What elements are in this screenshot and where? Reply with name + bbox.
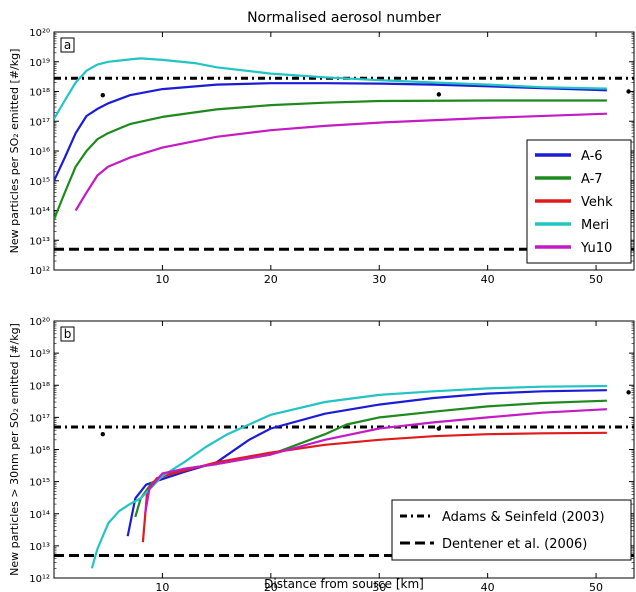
y-tick-label: 10²⁰	[29, 317, 50, 328]
legend-label: Meri	[581, 218, 609, 233]
x-tick-label: 30	[372, 581, 386, 592]
y-tick-label: 10¹⁸	[29, 381, 50, 392]
data-point-marker	[626, 89, 631, 94]
reference-legend: Adams & Seinfeld (2003) Dentener et al. (…	[391, 499, 632, 561]
legend: A-6 A-7 Vehk Meri Yu10	[526, 139, 632, 264]
x-tick-label: 20	[264, 581, 278, 592]
data-point-marker	[100, 431, 105, 437]
y-tick-label: 10¹⁵	[29, 177, 50, 188]
x-tick-label: 40	[481, 273, 495, 286]
x-tick-label: 20	[264, 273, 278, 286]
y-tick-label: 10²⁰	[29, 28, 50, 39]
y-axis-label: New particles > 30nm per SO₂ emitted [#/…	[8, 323, 21, 576]
y-tick-label: 10¹⁸	[29, 88, 50, 99]
chart-title: Normalised aerosol number	[247, 10, 441, 26]
panel-a: 10 20 30 40 50 10¹² 10¹³ 10¹⁴ 10¹⁵ 10¹⁶ 10¹⁷ 10¹⁸ 10…	[8, 28, 635, 286]
data-point-marker	[626, 390, 631, 395]
panel-b: 10 20 30 40 50 10¹² 10¹³ 10¹⁴ 10¹⁵ 10¹⁶ 10¹⁷ 10¹⁸ 10…	[8, 317, 635, 592]
y-tick-label: 10¹⁷	[29, 413, 50, 424]
panel-label: b	[60, 326, 75, 342]
svg-text:b: b	[64, 327, 72, 341]
panel-label: a	[60, 37, 75, 53]
x-tick-label: 40	[481, 581, 495, 592]
y-tick-label: 10¹⁶	[29, 147, 50, 158]
legend-label: Yu10	[580, 241, 612, 256]
series-line-meri	[90, 384, 607, 569]
y-tick-label: 10¹²	[29, 574, 50, 585]
x-axis-label: Distance from source [km]	[264, 577, 424, 591]
series-line-meri	[54, 57, 607, 120]
y-tick-label: 10¹⁶	[29, 446, 50, 457]
svg-text:a: a	[64, 38, 71, 52]
y-tick-label: 10¹⁴	[29, 510, 50, 521]
y-tick-label: 10¹²	[29, 266, 50, 277]
panels: 10 20 30 40 50 10¹² 10¹³ 10¹⁴ 10¹⁵ 10¹⁶ 10¹⁷ 10¹⁸ 10…	[8, 28, 635, 592]
series-line-yu10	[74, 112, 607, 212]
y-tick-label: 10¹³	[29, 236, 50, 247]
x-tick-label: 10	[155, 273, 169, 286]
y-tick-label: 10¹⁹	[29, 349, 50, 360]
y-tick-label: 10¹³	[29, 542, 50, 553]
legend-label: A-6	[581, 149, 603, 164]
series-line-a-6	[54, 82, 607, 182]
x-tick-label: 50	[589, 581, 603, 592]
y-tick-label: 10¹⁵	[29, 478, 50, 489]
legend-label: Vehk	[581, 195, 613, 210]
data-point-marker	[436, 92, 442, 97]
legend-label: Dentener et al. (2006)	[442, 537, 587, 552]
x-tick-label: 50	[589, 273, 603, 286]
series-line-a-7	[134, 399, 607, 518]
legend-label: Adams & Seinfeld (2003)	[442, 510, 605, 525]
x-tick-label: 10	[155, 581, 169, 592]
y-tick-label: 10¹⁹	[29, 58, 50, 69]
series-line-a-7	[54, 99, 607, 220]
data-point-marker	[100, 93, 105, 98]
y-tick-label: 10¹⁴	[29, 207, 50, 218]
y-tick-label: 10¹⁷	[29, 117, 50, 128]
series-line-a-6	[126, 389, 607, 537]
data-point-marker	[436, 426, 442, 431]
legend-label: A-7	[581, 172, 603, 187]
series-line-yu10	[144, 408, 607, 514]
y-axis-label: New particles per SO₂ emitted [#/kg]	[8, 49, 21, 254]
x-tick-label: 30	[372, 273, 386, 286]
